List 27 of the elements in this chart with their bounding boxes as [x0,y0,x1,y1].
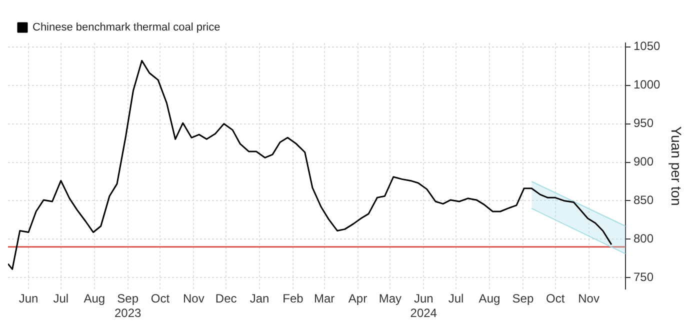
y-tick-label: 800 [634,232,654,246]
x-tick-label: Sep 2023 [114,292,142,320]
x-tick-label: Jul [448,292,464,306]
x-tick-label: Jun 2024 [410,292,438,320]
x-tick-label: Oct [546,292,566,306]
x-tick-label: Aug [84,292,106,306]
legend-label: Chinese benchmark thermal coal price [32,22,220,34]
y-tick-label: 1000 [634,78,661,92]
x-tick-label: Apr [348,292,368,306]
x-tick-label: Mar [314,292,335,306]
x-tick-label: Nov [183,292,204,306]
y-tick-label: 900 [634,154,654,169]
y-tick-label: 850 [634,193,654,208]
x-tick-label: Aug [478,292,500,306]
x-tick-label: Jan [250,292,270,306]
x-tick-label: Feb [282,292,304,306]
x-tick-label: Dec [215,292,237,306]
x-tick-label: May [378,292,402,306]
x-tick-label: Jul [53,292,69,306]
y-tick-label: 950 [634,116,654,130]
x-tick-label: Jun [18,292,38,306]
x-tick-label: Sep [512,292,534,306]
y-tick-label: 1050 [634,39,661,54]
x-tick-label: Nov [578,292,600,306]
y-tick-label: 750 [634,270,654,284]
y-axis-title: Yuan per ton [668,126,685,206]
x-tick-label: Oct [150,292,170,306]
